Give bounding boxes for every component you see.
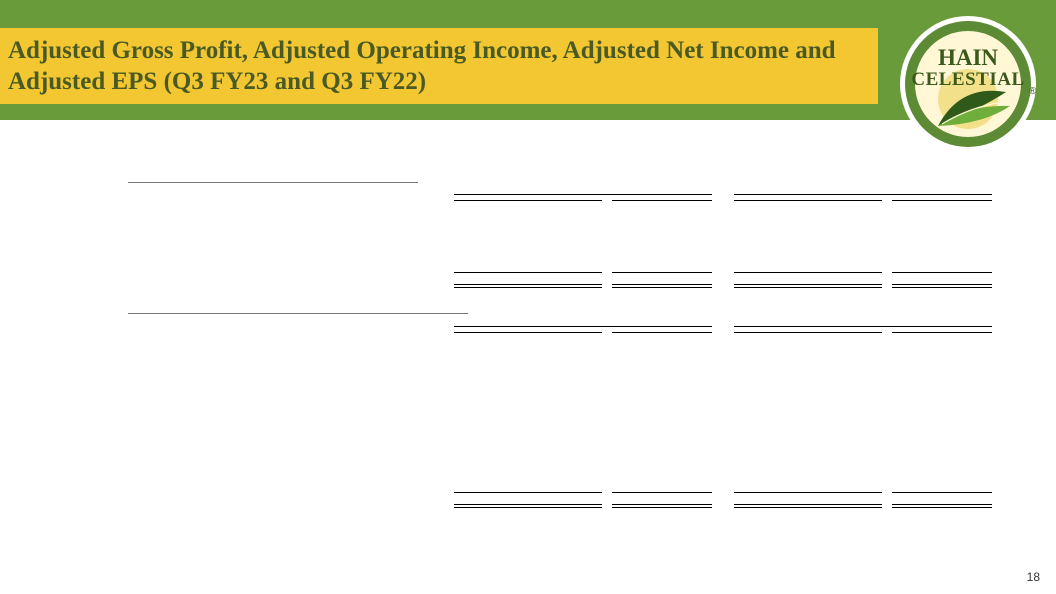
rule-line — [454, 504, 602, 505]
hain-celestial-logo: HAIN CELESTIAL ® — [898, 14, 1038, 154]
rule-line — [454, 507, 602, 508]
rule-line — [734, 284, 882, 285]
rule-line — [128, 313, 468, 314]
registered-mark: ® — [1029, 86, 1037, 97]
rule-line — [612, 284, 712, 285]
rule-line — [734, 272, 882, 273]
rule-line — [454, 332, 602, 333]
rule-line — [612, 272, 712, 273]
rule-line — [454, 194, 712, 195]
rule-line — [892, 332, 992, 333]
logo-text-top: HAIN — [938, 45, 998, 70]
rule-line — [892, 272, 992, 273]
rule-line — [612, 507, 712, 508]
page-number: 18 — [1027, 570, 1040, 584]
rule-line — [454, 287, 602, 288]
slide: Adjusted Gross Profit, Adjusted Operatin… — [0, 0, 1056, 594]
rule-line — [734, 200, 882, 201]
rule-line — [454, 272, 602, 273]
rule-line — [734, 492, 882, 493]
rule-line — [892, 284, 992, 285]
rule-line — [734, 504, 882, 505]
rule-line — [454, 200, 602, 201]
rule-line — [892, 504, 992, 505]
rule-line — [892, 507, 992, 508]
logo-text-bottom: CELESTIAL — [911, 69, 1024, 90]
rule-line — [734, 194, 992, 195]
title-band: Adjusted Gross Profit, Adjusted Operatin… — [0, 28, 878, 104]
rule-line — [612, 492, 712, 493]
rule-line — [734, 287, 882, 288]
rule-line — [734, 507, 882, 508]
rule-line — [612, 200, 712, 201]
rule-line — [734, 326, 992, 327]
rule-line — [454, 492, 602, 493]
rule-line — [892, 492, 992, 493]
slide-title: Adjusted Gross Profit, Adjusted Operatin… — [8, 35, 868, 98]
rule-line — [612, 504, 712, 505]
rule-line — [454, 326, 712, 327]
rule-line — [128, 182, 418, 183]
rule-line — [734, 332, 882, 333]
rule-line — [454, 284, 602, 285]
rule-line — [612, 287, 712, 288]
rule-line — [892, 200, 992, 201]
rule-line — [612, 332, 712, 333]
rule-line — [892, 287, 992, 288]
